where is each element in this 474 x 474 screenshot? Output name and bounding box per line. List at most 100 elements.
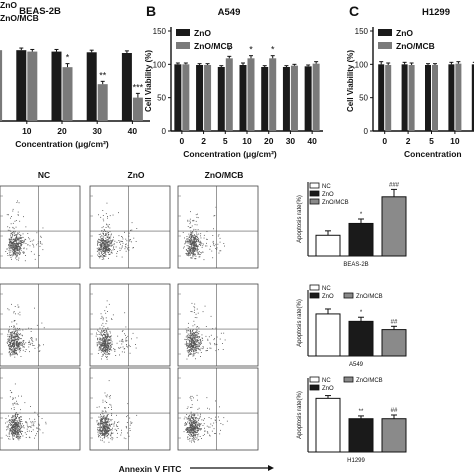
flow-event [195, 331, 197, 333]
flow-event [16, 426, 18, 428]
flow-event [98, 424, 100, 426]
flow-event [11, 338, 12, 340]
flow-event [100, 241, 102, 243]
flow-event [100, 245, 102, 247]
flow-event [30, 251, 32, 253]
flow-event [100, 233, 102, 235]
flow-event [107, 428, 109, 430]
flow-event [185, 242, 186, 244]
flow-event [103, 240, 105, 242]
flow-event [193, 420, 195, 422]
flow-event [122, 330, 124, 331]
flow-event [202, 425, 204, 426]
flow-event [20, 242, 22, 243]
flow-event [189, 350, 191, 352]
flow-event [10, 336, 12, 338]
flow-event [102, 250, 104, 252]
flow-event [191, 415, 193, 417]
flow-event [25, 243, 27, 244]
flow-event [124, 231, 125, 233]
flow-event [186, 417, 188, 419]
flow-event [13, 245, 15, 247]
flow-event [106, 431, 108, 433]
flow-event [193, 347, 195, 349]
significance-mark: * [360, 212, 363, 218]
flow-event [103, 239, 104, 241]
flow-event [17, 349, 19, 351]
flow-event [201, 246, 203, 248]
flow-event [101, 235, 102, 237]
flow-event [193, 434, 195, 436]
flow-event [99, 428, 101, 430]
flow-event [19, 235, 21, 237]
flow-event [190, 426, 192, 428]
flow-event [13, 424, 14, 426]
flow-event [16, 250, 18, 251]
flow-event [28, 327, 30, 329]
flow-event [14, 337, 16, 339]
flow-event [111, 250, 113, 252]
flow-event [14, 253, 16, 255]
flow-event [191, 430, 193, 432]
flow-event [15, 234, 17, 235]
flow-event [104, 434, 106, 436]
flow-event [194, 235, 196, 237]
flow-event [193, 254, 194, 255]
flow-event [192, 243, 194, 244]
flow-event [196, 337, 197, 339]
flow-event [21, 245, 22, 246]
flow-event [195, 245, 197, 247]
apoptosis-bar-zno-mcb [381, 418, 407, 453]
flow-event [11, 337, 13, 339]
flow-event [22, 242, 24, 243]
flow-event [108, 425, 110, 426]
flow-event [17, 433, 18, 435]
flow-event [111, 415, 112, 416]
flow-event [16, 402, 18, 404]
flow-event [18, 342, 20, 344]
panel-title: A549 [218, 7, 241, 18]
flow-event [107, 242, 109, 244]
flow-event [196, 344, 198, 346]
flow-event [193, 250, 195, 252]
flow-event [186, 408, 188, 409]
flow-event [19, 246, 21, 248]
bar-zno [217, 67, 225, 131]
flow-event [100, 246, 102, 247]
flow-event [193, 431, 195, 433]
flow-event [16, 434, 18, 436]
flow-event [15, 251, 17, 253]
flow-event [104, 350, 105, 351]
flow-event [9, 253, 11, 255]
flow-plot [177, 367, 259, 451]
flow-event [98, 349, 100, 351]
flow-event [15, 431, 17, 432]
flow-event [186, 427, 188, 429]
flow-event [13, 243, 14, 245]
flow-event [107, 414, 109, 415]
flow-event [198, 345, 200, 347]
flow-event [191, 431, 193, 433]
bar-zno-mcb [385, 65, 392, 131]
flow-event [193, 432, 195, 434]
flow-event [104, 420, 106, 421]
flow-event [13, 341, 15, 343]
flow-event [100, 251, 102, 252]
flow-event [109, 427, 111, 429]
flow-event [105, 348, 107, 350]
flow-event [14, 383, 16, 385]
flow-event [193, 320, 195, 322]
flow-event [189, 239, 191, 241]
flow-event [5, 251, 7, 252]
flow-event [101, 430, 103, 432]
x-tick-label: 20 [264, 136, 274, 146]
flow-event [28, 436, 30, 438]
flow-event [194, 309, 195, 311]
flow-event [20, 436, 22, 438]
flow-event [99, 435, 100, 437]
flow-event [19, 333, 21, 335]
flow-event [199, 427, 200, 429]
flow-event [201, 243, 203, 244]
flow-event [107, 430, 109, 432]
flow-event [110, 239, 111, 241]
